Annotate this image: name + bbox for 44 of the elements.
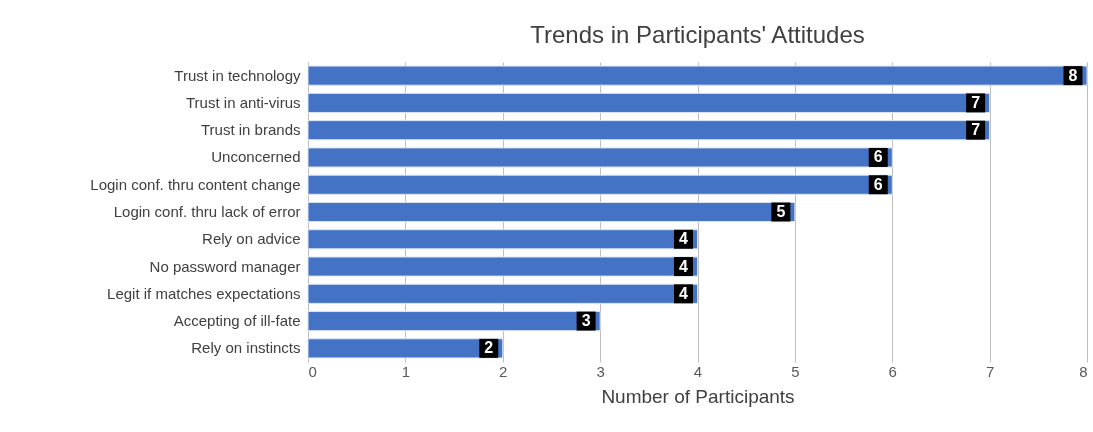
data-label: 7 — [971, 121, 981, 139]
data-label: 7 — [971, 93, 981, 111]
data-label: 4 — [679, 284, 689, 302]
data-label: 6 — [873, 175, 883, 193]
y-tick-label: Login conf. thru content change — [90, 175, 301, 193]
y-tick-label: Login conf. thru lack of error — [113, 203, 301, 220]
bar — [307, 338, 504, 359]
x-tick-label: 7 — [985, 362, 995, 380]
bar — [307, 283, 698, 304]
bar — [307, 229, 698, 250]
bar — [307, 201, 796, 223]
x-tick-label: 1 — [401, 362, 411, 380]
x-tick-label: 5 — [791, 362, 800, 380]
y-tick-label: Rely on advice — [202, 230, 301, 248]
x-tick-label: 2 — [499, 362, 508, 380]
data-label: 8 — [1068, 66, 1078, 84]
data-label: 6 — [873, 148, 883, 166]
y-tick-label: Unconcerned — [211, 148, 301, 166]
data-label: 3 — [581, 312, 591, 330]
y-tick-label: Trust in technology — [174, 66, 301, 84]
x-tick-label: 0 — [308, 362, 317, 380]
x-tick-label: 6 — [888, 362, 897, 380]
chart-title: Trends in Participants' Attitudes — [530, 21, 865, 48]
bar — [307, 92, 991, 113]
data-label: 5 — [776, 203, 786, 220]
y-tick-label: Rely on instincts — [191, 339, 301, 357]
x-tick-label: 4 — [693, 362, 703, 380]
x-tick-label: 3 — [596, 362, 605, 380]
bar — [307, 311, 601, 332]
y-tick-label: Trust in brands — [201, 121, 301, 139]
bar — [307, 174, 893, 195]
bar — [307, 120, 991, 141]
x-tick-label: 8 — [1079, 362, 1088, 380]
data-label: 4 — [679, 257, 689, 275]
data-label: 4 — [679, 230, 689, 248]
y-tick-label: Legit if matches expectations — [107, 284, 301, 302]
bar — [307, 65, 1088, 86]
y-tick-label: Accepting of ill-fate — [173, 312, 301, 330]
bar — [307, 147, 893, 168]
bar — [307, 256, 698, 277]
data-label: 2 — [484, 339, 494, 357]
x-axis-title: Number of Participants — [601, 385, 795, 407]
y-tick-label: Trust in anti-virus — [186, 93, 301, 111]
y-tick-label: No password manager — [149, 257, 301, 275]
